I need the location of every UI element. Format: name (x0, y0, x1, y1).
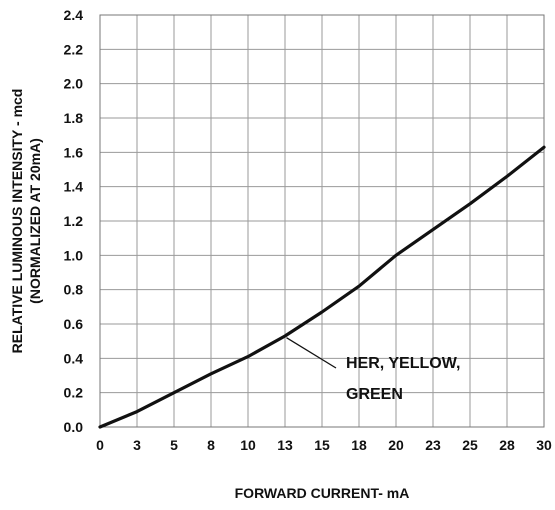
x-tick-label: 8 (207, 437, 215, 453)
x-tick-label: 30 (536, 437, 552, 453)
y-tick-label: 2.0 (64, 76, 84, 92)
x-axis-title: FORWARD CURRENT- mA (235, 485, 410, 501)
x-tick-label: 25 (462, 437, 478, 453)
annotation-label-line1: HER, YELLOW, (346, 355, 460, 372)
y-tick-labels: 0.0 0.2 0.4 0.6 0.8 1.0 1.2 1.4 1.6 1.8 2.0 2.2 2.4 (64, 7, 84, 435)
series-layer (98, 145, 546, 429)
x-tick-label: 13 (277, 437, 293, 453)
x-tick-label: 20 (388, 437, 404, 453)
y-tick-label: 1.6 (64, 144, 84, 160)
x-tick-label: 10 (240, 437, 256, 453)
y-tick-label: 0.0 (64, 419, 84, 435)
y-axis-title-line1: RELATIVE LUMINOUS INTENSITY - mcd (9, 89, 25, 354)
y-tick-label: 1.2 (64, 213, 84, 229)
y-tick-label: 1.4 (64, 179, 84, 195)
y-tick-label: 1.0 (64, 247, 84, 263)
x-tick-label: 23 (425, 437, 441, 453)
x-tick-label: 3 (133, 437, 141, 453)
plot-frame (99, 14, 545, 428)
y-tick-label: 2.2 (64, 41, 84, 57)
annotation-leader-line (286, 337, 337, 369)
y-tick-label: 0.8 (64, 282, 84, 298)
y-tick-label: 0.2 (64, 385, 84, 401)
x-tick-label: 15 (314, 437, 330, 453)
x-tick-label: 0 (96, 437, 104, 453)
series-line (98, 145, 546, 429)
annotation-label-line2: GREEN (346, 386, 403, 403)
x-tick-labels: 0 3 5 8 10 13 15 18 20 23 25 28 30 (96, 437, 552, 453)
x-tick-label: 5 (170, 437, 178, 453)
y-tick-label: 2.4 (64, 7, 84, 23)
y-tick-label: 0.6 (64, 316, 84, 332)
x-tick-label: 28 (499, 437, 515, 453)
grid (99, 14, 545, 428)
y-tick-label: 0.4 (64, 350, 84, 366)
x-tick-label: 18 (351, 437, 367, 453)
y-tick-label: 1.8 (64, 110, 84, 126)
y-axis-title-line2: (NORMALIZED AT 20mA) (27, 138, 43, 304)
annotation: HER, YELLOW, GREEN (286, 337, 460, 403)
